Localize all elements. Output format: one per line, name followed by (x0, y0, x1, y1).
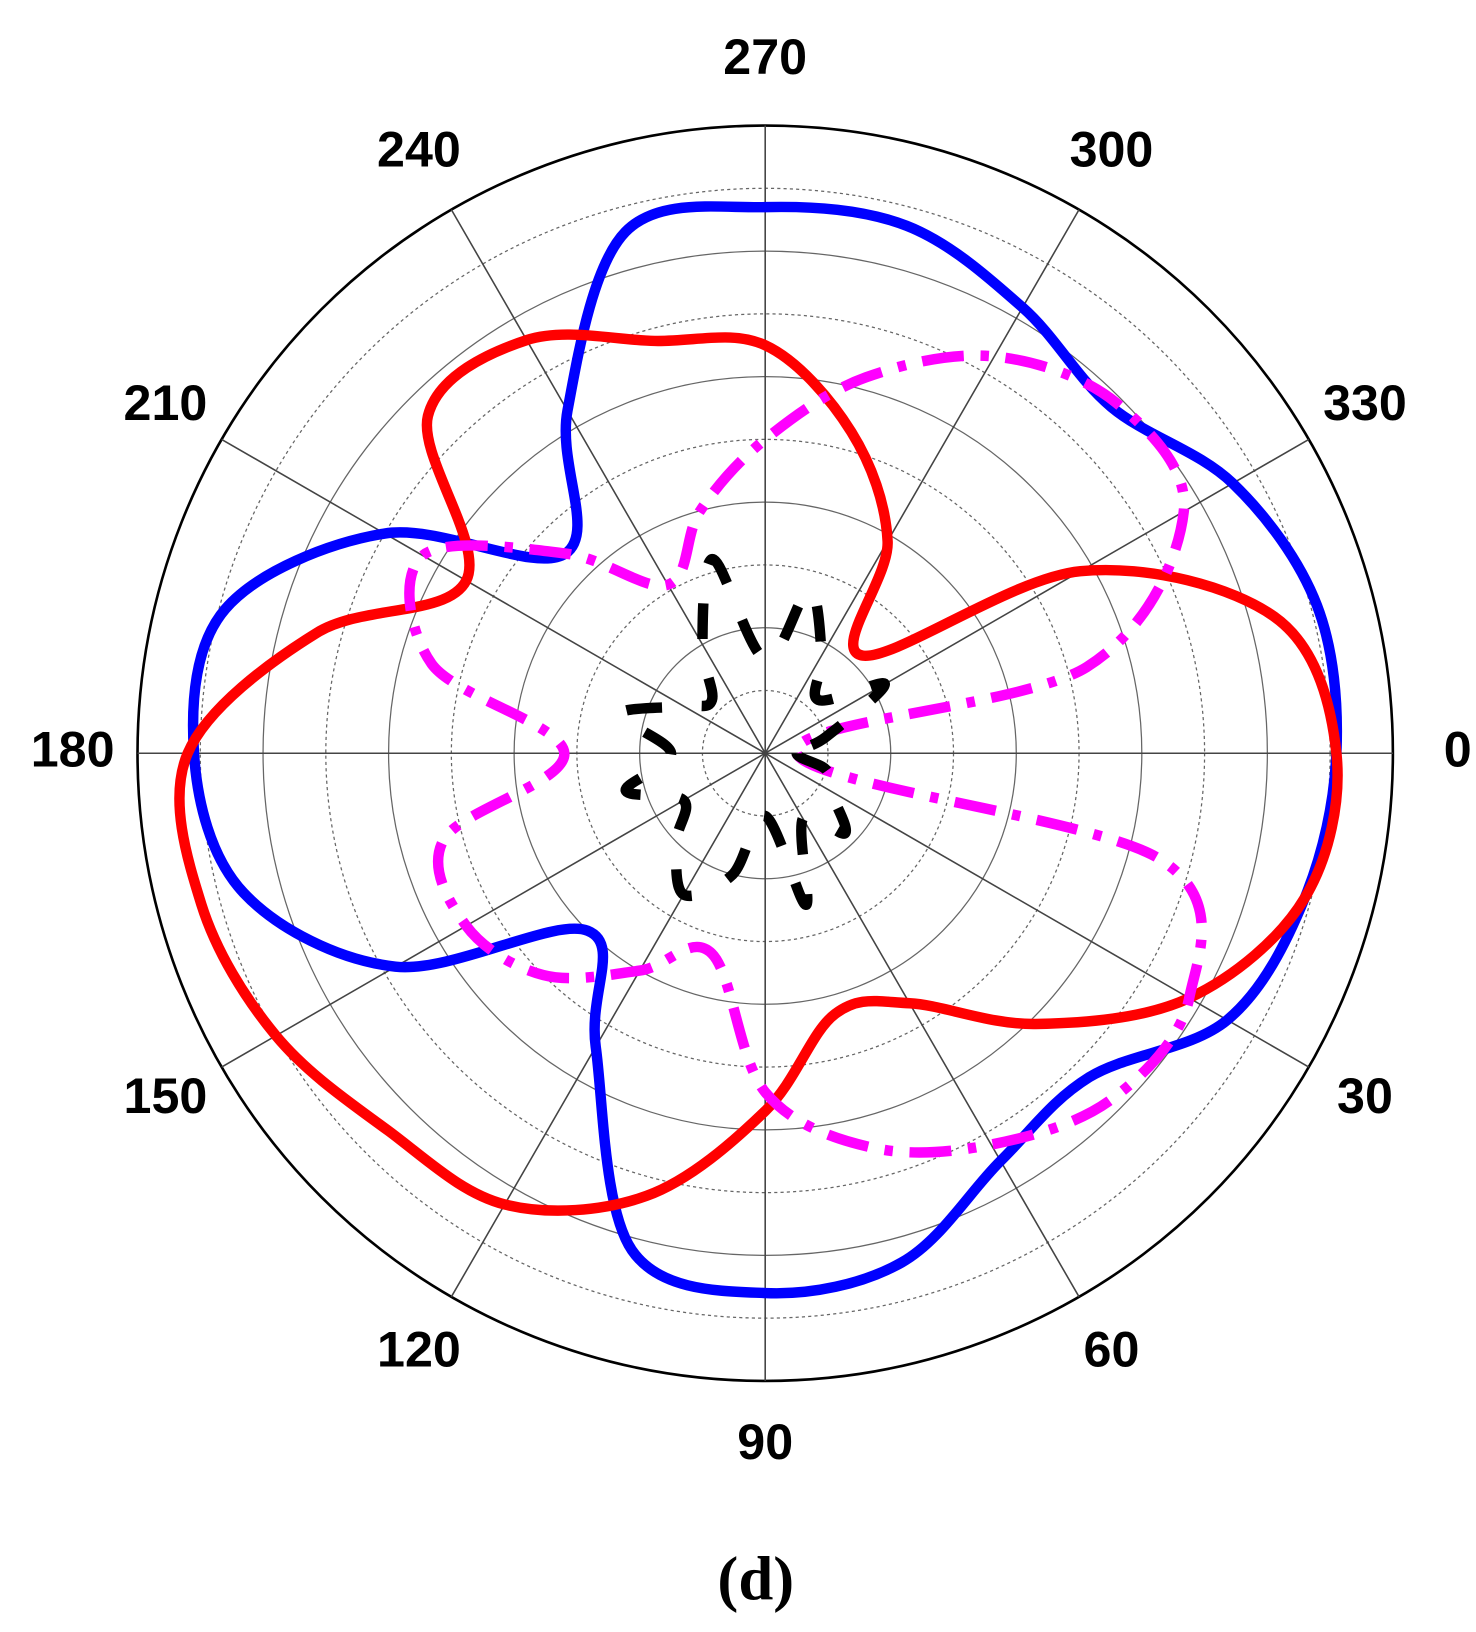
theta-tick-label: 210 (124, 375, 208, 431)
spoke (764, 438, 1310, 754)
spoke (450, 752, 766, 1298)
theta-tick-label: 270 (723, 29, 807, 85)
spoke (221, 752, 766, 1068)
spoke (764, 752, 1310, 1068)
theta-tick-label: 120 (377, 1321, 461, 1377)
theta-tick-label: 150 (124, 1068, 208, 1124)
spoke (764, 752, 1080, 1298)
spoke (450, 209, 766, 754)
series-line (614, 553, 891, 911)
series-line (404, 350, 1208, 1158)
theta-tick-label: 30 (1337, 1068, 1393, 1124)
theta-tick-label: 0 (1444, 721, 1472, 777)
series-line (187, 201, 1343, 1299)
theta-tick-label: 240 (377, 122, 461, 178)
series-line (174, 329, 1343, 1216)
theta-tick-label: 300 (1070, 122, 1154, 178)
caption: (d) (717, 1543, 794, 1613)
spoke (764, 209, 1080, 754)
theta-tick-label: 60 (1084, 1321, 1140, 1377)
theta-tick-label: 180 (31, 721, 115, 777)
spoke (221, 438, 766, 754)
theta-tick-label: 330 (1323, 375, 1407, 431)
theta-tick-label: 90 (737, 1414, 793, 1470)
